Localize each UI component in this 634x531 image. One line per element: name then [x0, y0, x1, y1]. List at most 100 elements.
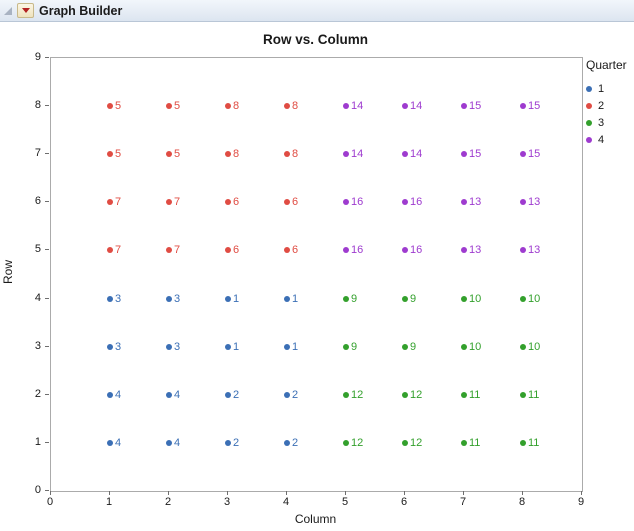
- point-label: 5: [115, 100, 122, 113]
- data-point[interactable]: 4: [107, 437, 121, 449]
- data-point[interactable]: 12: [402, 437, 422, 449]
- data-point[interactable]: 5: [166, 100, 180, 112]
- data-point[interactable]: 13: [520, 244, 540, 256]
- point-marker: [343, 151, 349, 158]
- point-marker: [284, 391, 290, 398]
- data-point[interactable]: 12: [402, 389, 422, 401]
- data-point[interactable]: 1: [284, 293, 298, 305]
- x-axis-ticks[interactable]: 0 1 2 3 4 5 6 7 8 9: [47, 491, 584, 509]
- data-point[interactable]: 10: [520, 341, 540, 353]
- data-point[interactable]: 12: [343, 437, 363, 449]
- y-tick-mark: [45, 441, 49, 443]
- data-point[interactable]: 10: [520, 293, 540, 305]
- data-point[interactable]: 11: [520, 389, 539, 401]
- point-marker: [166, 439, 172, 446]
- data-point[interactable]: 15: [461, 100, 481, 112]
- point-label: 13: [528, 196, 541, 209]
- plot-area[interactable]: 5 5 8 8 14 14 15 15 5 5 8 8 14 14 15 15 7 7 6 6 16 16 13 13 7 7 6 6…: [50, 57, 583, 492]
- point-marker: [461, 103, 467, 110]
- data-point[interactable]: 7: [107, 196, 121, 208]
- data-point[interactable]: 3: [166, 293, 180, 305]
- disclosure-triangle-icon[interactable]: [4, 6, 12, 15]
- point-marker: [520, 199, 526, 206]
- data-point[interactable]: 13: [520, 196, 540, 208]
- red-triangle-icon: [21, 8, 30, 13]
- data-point[interactable]: 16: [402, 244, 422, 256]
- data-point[interactable]: 7: [166, 196, 180, 208]
- data-point[interactable]: 9: [402, 341, 416, 353]
- legend-item-quarter-2[interactable]: 2: [586, 97, 632, 114]
- data-point[interactable]: 14: [402, 100, 422, 112]
- point-label: 12: [351, 436, 364, 449]
- point-label: 4: [115, 436, 122, 449]
- y-tick-mark: [45, 57, 49, 58]
- data-point[interactable]: 6: [284, 244, 298, 256]
- data-point[interactable]: 12: [343, 389, 363, 401]
- point-label: 2: [292, 388, 299, 401]
- data-point[interactable]: 4: [166, 437, 180, 449]
- data-point[interactable]: 6: [284, 196, 298, 208]
- point-label: 15: [528, 100, 541, 113]
- data-point[interactable]: 7: [166, 244, 180, 256]
- data-point[interactable]: 16: [343, 196, 363, 208]
- data-point[interactable]: 5: [107, 100, 121, 112]
- red-triangle-menu-button[interactable]: [17, 3, 34, 18]
- data-point[interactable]: 11: [520, 437, 539, 449]
- data-point[interactable]: 7: [107, 244, 121, 256]
- data-point[interactable]: 8: [225, 148, 239, 160]
- data-point[interactable]: 4: [107, 389, 121, 401]
- point-marker: [343, 391, 349, 398]
- data-point[interactable]: 10: [461, 341, 481, 353]
- x-axis-title[interactable]: Column: [294, 512, 337, 526]
- data-point[interactable]: 16: [402, 196, 422, 208]
- data-point[interactable]: 14: [402, 148, 422, 160]
- data-point[interactable]: 1: [225, 293, 239, 305]
- data-point[interactable]: 11: [461, 389, 480, 401]
- point-label: 12: [410, 388, 423, 401]
- data-point[interactable]: 16: [343, 244, 363, 256]
- data-point[interactable]: 2: [284, 437, 298, 449]
- point-marker: [343, 247, 349, 254]
- y-axis-ticks[interactable]: 0 1 2 3 4 5 6 7 8 9: [26, 51, 49, 496]
- data-point[interactable]: 15: [520, 100, 540, 112]
- legend-item-quarter-3[interactable]: 3: [586, 114, 632, 131]
- data-point[interactable]: 9: [343, 341, 357, 353]
- data-point[interactable]: 3: [166, 341, 180, 353]
- data-point[interactable]: 8: [284, 148, 298, 160]
- point-label: 10: [469, 340, 482, 353]
- data-point[interactable]: 8: [225, 100, 239, 112]
- legend-label: 4: [598, 133, 605, 146]
- data-point[interactable]: 9: [402, 293, 416, 305]
- legend-item-quarter-4[interactable]: 4: [586, 131, 632, 148]
- data-point[interactable]: 10: [461, 293, 481, 305]
- data-point[interactable]: 4: [166, 389, 180, 401]
- y-axis-title[interactable]: Row: [1, 260, 15, 285]
- data-point[interactable]: 5: [166, 148, 180, 160]
- point-label: 7: [115, 196, 122, 209]
- data-point[interactable]: 11: [461, 437, 480, 449]
- data-point[interactable]: 3: [107, 341, 121, 353]
- data-point[interactable]: 9: [343, 293, 357, 305]
- data-point[interactable]: 2: [225, 389, 239, 401]
- data-point[interactable]: 6: [225, 244, 239, 256]
- data-point[interactable]: 14: [343, 100, 363, 112]
- data-point[interactable]: 13: [461, 244, 481, 256]
- data-point[interactable]: 1: [284, 341, 298, 353]
- data-point[interactable]: 6: [225, 196, 239, 208]
- data-point[interactable]: 1: [225, 341, 239, 353]
- point-label: 13: [469, 196, 482, 209]
- data-point[interactable]: 3: [107, 293, 121, 305]
- y-tick-mark: [45, 297, 49, 299]
- data-point[interactable]: 15: [520, 148, 540, 160]
- data-point[interactable]: 14: [343, 148, 363, 160]
- x-tick-mark: [286, 491, 287, 495]
- data-point[interactable]: 5: [107, 148, 121, 160]
- data-point[interactable]: 2: [225, 437, 239, 449]
- data-point[interactable]: 8: [284, 100, 298, 112]
- point-marker: [166, 103, 172, 110]
- data-point[interactable]: 2: [284, 389, 298, 401]
- legend-item-quarter-1[interactable]: 1: [586, 80, 632, 97]
- data-point[interactable]: 15: [461, 148, 481, 160]
- data-point[interactable]: 13: [461, 196, 481, 208]
